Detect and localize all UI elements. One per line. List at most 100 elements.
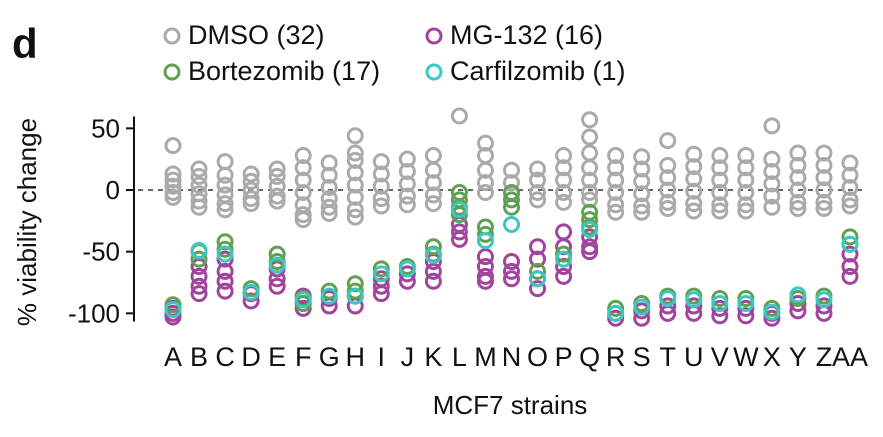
data-point <box>320 282 338 300</box>
data-point <box>294 291 312 309</box>
data-point <box>555 146 573 164</box>
data-point <box>346 287 364 305</box>
data-point <box>711 183 729 201</box>
data-point <box>216 245 234 263</box>
data-point <box>190 267 208 285</box>
data-point <box>659 132 677 150</box>
data-point <box>815 181 833 199</box>
data-point <box>164 308 182 326</box>
data-point <box>737 171 755 189</box>
x-tick-label: D <box>241 342 261 372</box>
data-point <box>607 159 625 177</box>
data-point <box>737 183 755 201</box>
data-point <box>737 307 755 325</box>
data-point <box>685 170 703 188</box>
data-point <box>190 285 208 303</box>
legend-marker <box>425 27 443 45</box>
data-point <box>503 161 520 179</box>
data-point <box>476 272 494 290</box>
data-point <box>424 161 442 179</box>
data-point <box>711 171 729 189</box>
data-point <box>841 179 859 197</box>
data-point <box>815 193 833 211</box>
data-point <box>581 183 599 201</box>
data-point <box>581 220 599 238</box>
x-tick-label: P <box>555 342 573 372</box>
data-point <box>503 262 520 280</box>
y-tick-label: -100 <box>68 298 120 328</box>
data-point <box>242 292 260 310</box>
data-point <box>737 294 755 312</box>
data-point <box>268 256 286 274</box>
data-point <box>789 156 807 174</box>
data-point <box>346 164 364 182</box>
data-point <box>633 185 651 203</box>
x-tick-labels: A B C D E F G H I J K L M N O P Q R S T U V W X Y Z AA <box>164 342 868 372</box>
data-point <box>633 160 651 178</box>
data-point <box>503 216 520 234</box>
x-tick-label: U <box>684 342 704 372</box>
data-point <box>294 159 312 177</box>
data-point <box>294 171 312 189</box>
y-tick-label: 0 <box>106 175 120 205</box>
data-point <box>190 250 208 268</box>
data-point <box>294 206 312 224</box>
data-point <box>346 144 364 162</box>
data-point <box>372 197 390 215</box>
data-point <box>607 196 625 214</box>
data-point <box>424 174 442 192</box>
data-point <box>555 171 573 189</box>
y-axis-label: % viability change <box>12 118 42 326</box>
data-point <box>398 265 416 283</box>
data-point <box>685 297 703 315</box>
data-point <box>581 243 599 261</box>
x-tick-label: B <box>190 342 208 372</box>
data-point <box>294 211 312 229</box>
data-point <box>685 145 703 163</box>
data-point <box>581 171 599 189</box>
data-point <box>841 166 859 184</box>
x-tick-label: AA <box>832 342 868 372</box>
data-point <box>737 202 755 220</box>
data-point <box>372 265 390 283</box>
data-point <box>503 198 520 216</box>
x-tick-label: X <box>763 342 781 372</box>
data-point <box>607 203 625 221</box>
data-point <box>555 250 573 268</box>
data-point <box>711 299 729 317</box>
data-point <box>633 298 651 316</box>
data-point <box>737 146 755 164</box>
x-tick-label: Q <box>579 342 600 372</box>
data-point <box>789 169 807 187</box>
data-point <box>659 181 677 199</box>
x-tick-label: Z <box>816 342 833 372</box>
data-point <box>164 165 182 183</box>
data-point <box>763 175 781 193</box>
data-point <box>529 171 547 189</box>
data-point <box>685 291 703 309</box>
x-tick-label: E <box>268 342 286 372</box>
data-point <box>424 272 442 290</box>
data-point <box>398 260 416 278</box>
data-point <box>737 196 755 214</box>
data-point <box>476 232 494 250</box>
data-point <box>529 262 547 280</box>
x-tick-label: N <box>502 342 522 372</box>
data-point <box>424 238 442 256</box>
data-point <box>841 191 859 209</box>
data-point <box>529 183 547 201</box>
data-point <box>633 172 651 190</box>
y-axis: 50 0 -50 -100 <box>68 113 135 328</box>
data-point <box>581 191 599 209</box>
data-point <box>789 286 807 304</box>
data-point <box>216 176 234 194</box>
data-point <box>555 257 573 275</box>
x-tick-label: I <box>378 342 386 372</box>
data-point <box>450 107 468 125</box>
data-point <box>398 163 416 180</box>
data-point <box>763 198 781 216</box>
data-point <box>659 290 677 308</box>
x-tick-label: J <box>401 342 415 372</box>
data-point <box>763 117 781 135</box>
